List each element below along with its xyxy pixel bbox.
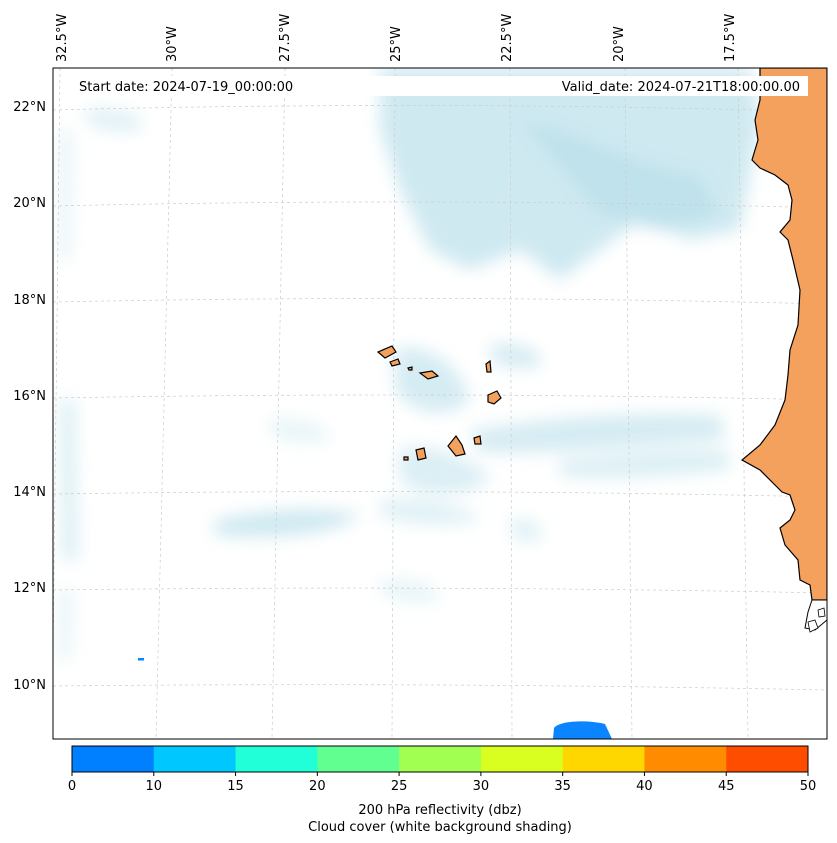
- colorbar-tick-label: 50: [800, 779, 817, 794]
- lat-label: 16°N: [13, 389, 46, 404]
- colorbar-bin: [726, 746, 809, 772]
- latitude-labels: 22°N 20°N 18°N 16°N 14°N 12°N 10°N: [13, 100, 46, 693]
- colorbar-bin: [317, 746, 400, 772]
- sao-vicente-island: [389, 358, 401, 367]
- colorbar: 0 10 15 20 25 30 35 40 45 50: [68, 745, 817, 794]
- lat-label: 18°N: [13, 293, 46, 308]
- reflectivity-blob-south: [553, 721, 612, 739]
- start-date-label: Start date: 2024-07-19_00:00:00: [79, 80, 293, 95]
- colorbar-bin: [562, 746, 645, 772]
- lat-label: 20°N: [13, 196, 46, 211]
- lon-label: 25°W: [389, 26, 404, 62]
- cape-verde-islands: [376, 345, 502, 461]
- lon-label: 20°W: [612, 26, 627, 62]
- colorbar-tick-label: 0: [68, 779, 76, 794]
- brava-island: [403, 456, 409, 461]
- header-box: [72, 76, 808, 96]
- colorbar-bin: [480, 746, 564, 772]
- colorbar-tick-label: 35: [554, 779, 571, 794]
- map-area: [53, 68, 827, 739]
- colorbar-frame: [71, 745, 809, 773]
- colorbar-sublabel: Cloud cover (white background shading): [308, 820, 572, 835]
- lat-label: 22°N: [13, 100, 46, 115]
- sao-nicolau-island: [418, 370, 440, 380]
- colorbar-tick-label: 25: [391, 779, 408, 794]
- lat-label: 10°N: [13, 678, 46, 693]
- colorbar-bin: [399, 746, 482, 772]
- colorbar-tick-label: 10: [146, 779, 163, 794]
- colorbar-tick-label: 30: [473, 779, 490, 794]
- santiago-island: [447, 434, 466, 457]
- colorbar-tick-label: 15: [227, 779, 244, 794]
- colorbar-tick-label: 40: [636, 779, 653, 794]
- santa-luzia-island: [407, 366, 413, 371]
- santo-antao-island: [376, 345, 397, 359]
- bissagos-islands: [807, 607, 826, 633]
- boa-vista-island: [487, 390, 502, 405]
- lon-label: 30°W: [165, 26, 180, 62]
- lon-label: 22.5°W: [500, 14, 515, 62]
- lat-label: 14°N: [13, 485, 46, 500]
- sal-island: [485, 359, 492, 373]
- lat-label: 12°N: [13, 581, 46, 596]
- colorbar-tick-label: 45: [718, 779, 735, 794]
- colorbar-bin: [644, 746, 727, 772]
- colorbar-bin: [153, 746, 237, 772]
- map-frame: [52, 67, 828, 740]
- colorbar-bin: [235, 746, 318, 772]
- colorbar-bin: [72, 746, 155, 772]
- africa-coast-land: [740, 68, 827, 601]
- colorbar-tick-label: 20: [309, 779, 326, 794]
- fogo-island: [415, 447, 427, 461]
- valid-date-label: Valid_date: 2024-07-21T18:00:00.00: [562, 80, 800, 95]
- longitude-labels: 32.5°W 30°W 27.5°W 25°W 22.5°W 20°W 17.5…: [55, 14, 738, 62]
- reflectivity-spot-west: [138, 658, 144, 661]
- colorbar-label: 200 hPa reflectivity (dbz): [358, 803, 521, 818]
- lon-label: 27.5°W: [278, 14, 293, 62]
- lon-label: 17.5°W: [723, 14, 738, 62]
- maio-island: [473, 435, 482, 445]
- lon-label: 32.5°W: [55, 14, 70, 62]
